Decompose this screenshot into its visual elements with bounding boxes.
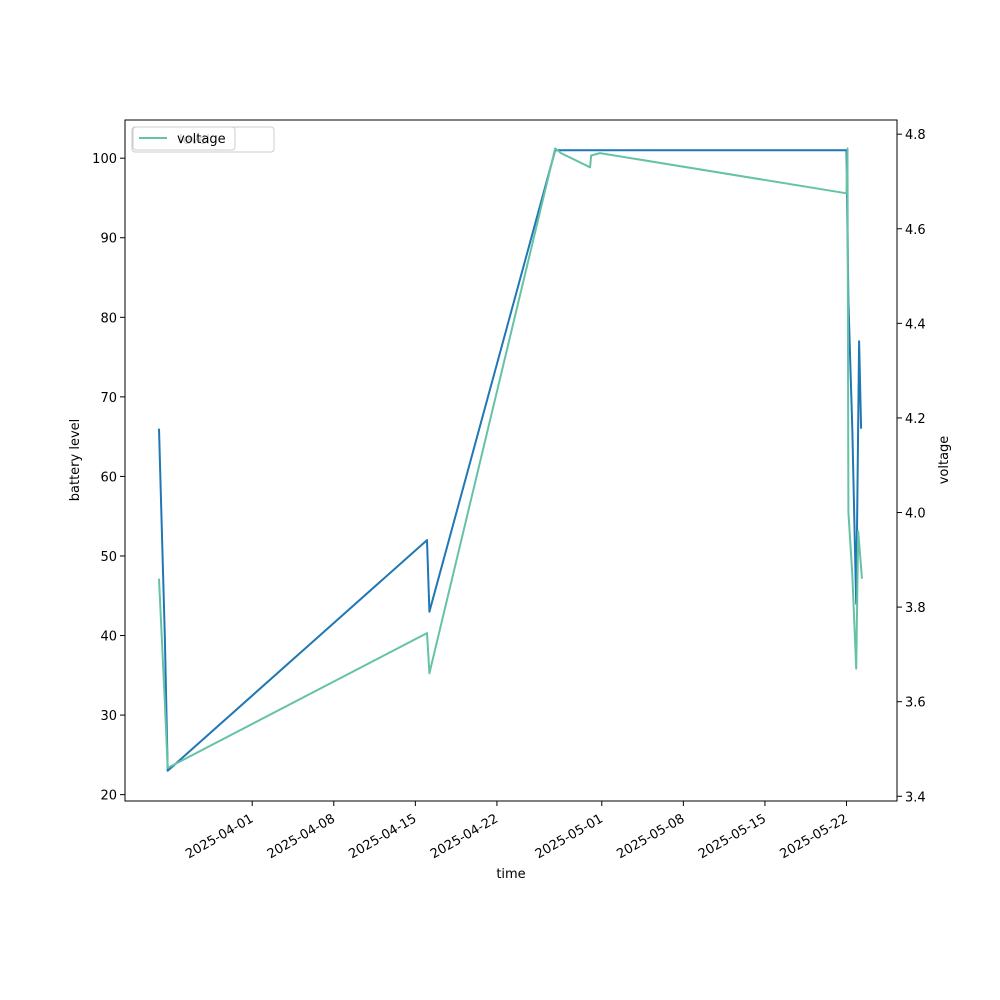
plot-frame [124, 119, 898, 802]
x-tick-label-2: 2025-04-15 [346, 811, 419, 862]
y-left-tick-label-1: 30 [100, 709, 117, 724]
y-right-tick-label-5: 4.4 [905, 317, 926, 332]
y-right-tick-label-2: 3.8 [905, 601, 926, 616]
y-left-tick-label-5: 70 [100, 391, 117, 406]
y-axis-left: 20 30 40 50 60 70 80 90 100 [92, 152, 125, 804]
legend-voltage: voltage [132, 126, 236, 151]
y-left-tick-label-2: 40 [100, 630, 117, 645]
y-left-tick-label-0: 20 [100, 789, 117, 804]
y-right-tick-label-3: 4.0 [905, 507, 926, 522]
x-axis-label: time [496, 867, 525, 882]
y-left-tick-label-4: 60 [100, 470, 117, 485]
x-tick-label-5: 2025-05-08 [614, 811, 687, 862]
y-right-tick-label-4: 4.2 [905, 412, 926, 427]
series-layer [158, 147, 863, 772]
x-axis: 2025-04-01 2025-04-08 2025-04-15 2025-04-22… [183, 801, 851, 862]
y-left-tick-label-3: 50 [100, 550, 117, 565]
y-axis-right: 3.4 3.6 3.8 4.0 4.2 4.4 4.6 4.8 [897, 128, 926, 805]
y-left-tick-label-6: 80 [100, 311, 117, 326]
y-right-tick-label-6: 4.6 [905, 223, 926, 238]
legend-voltage-label: voltage [177, 132, 226, 147]
x-tick-label-3: 2025-04-22 [428, 811, 501, 862]
x-tick-label-1: 2025-04-08 [265, 811, 338, 862]
x-tick-label-7: 2025-05-22 [778, 811, 851, 862]
x-tick-label-0: 2025-04-01 [183, 811, 256, 862]
y-right-tick-label-7: 4.8 [905, 128, 926, 143]
y-right-tick-label-1: 3.6 [905, 696, 926, 711]
y-axis-left-label: battery level [68, 419, 83, 502]
legend-voltage-box [132, 126, 236, 151]
y-right-tick-label-0: 3.4 [905, 790, 926, 805]
series-line-voltage [158, 147, 863, 769]
y-left-tick-label-7: 90 [100, 232, 117, 247]
x-tick-label-4: 2025-05-01 [533, 811, 606, 862]
x-tick-label-6: 2025-05-15 [696, 811, 769, 862]
y-left-tick-label-8: 100 [92, 152, 117, 167]
y-axis-right-label: voltage [937, 436, 952, 485]
series-line-level [158, 149, 863, 772]
